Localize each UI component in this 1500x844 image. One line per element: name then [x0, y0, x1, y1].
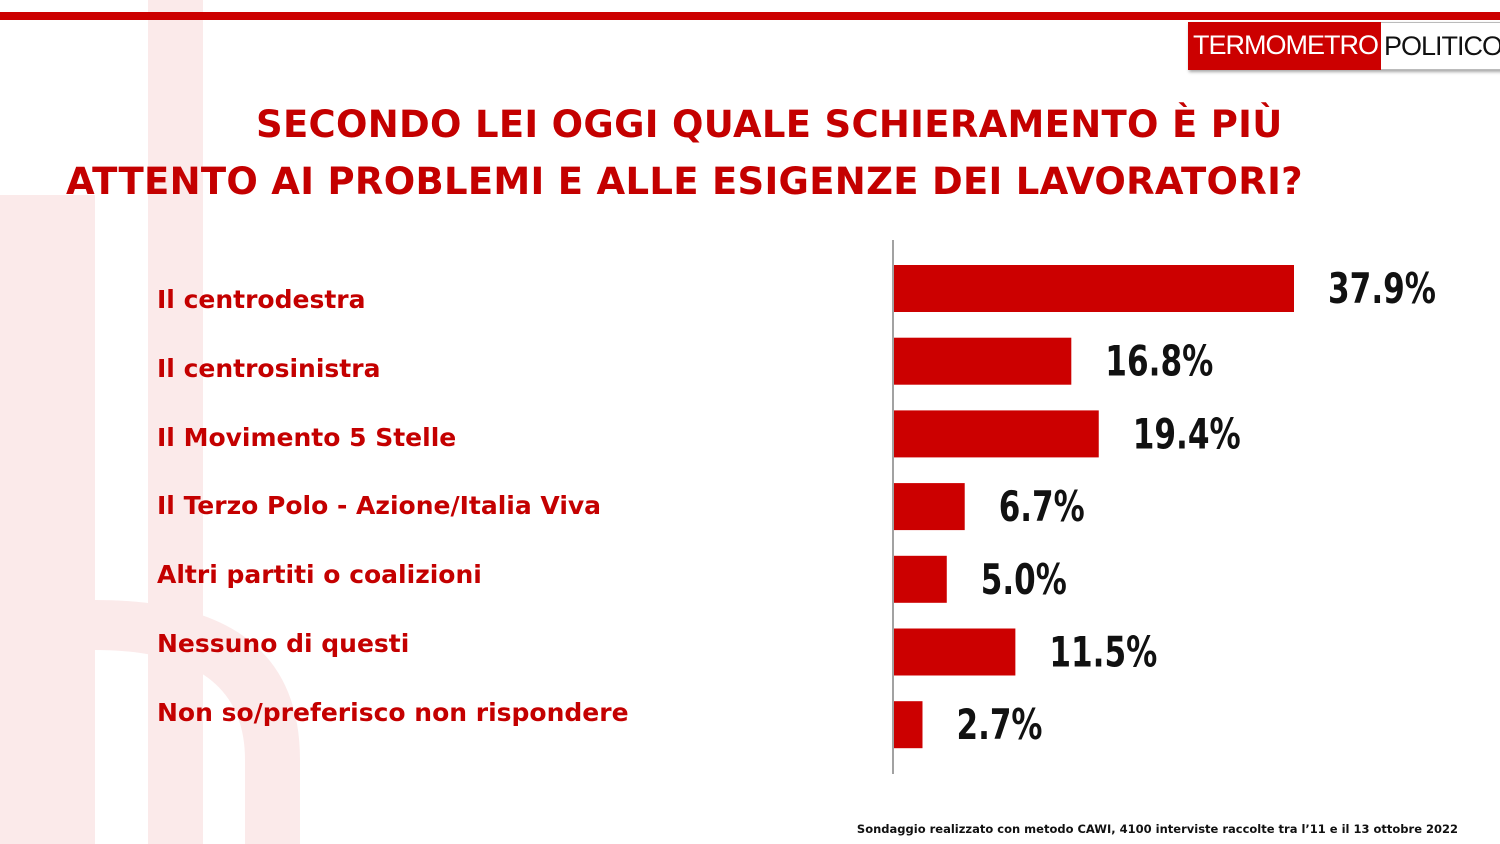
value-label-3: 6.7%: [999, 482, 1085, 531]
category-label-non-so: Non so/preferisco non rispondere: [157, 698, 629, 727]
category-label-terzo-polo: Il Terzo Polo - Azione/Italia Viva: [157, 491, 602, 520]
bar-0: [894, 265, 1294, 312]
category-label-altri-partiti: Altri partiti o coalizioni: [157, 560, 482, 589]
category-label-centrosinistra: Il centrosinistra: [157, 354, 381, 383]
value-label-4: 5.0%: [981, 555, 1067, 604]
bar-5: [894, 628, 1016, 676]
termometro-politico-logo: TERMOMETRO POLITICO: [1188, 22, 1500, 70]
value-label-0: 37.9%: [1328, 264, 1436, 313]
bar-2: [894, 410, 1099, 458]
top-accent-bar: [0, 12, 1500, 20]
footnote: Sondaggio realizzato con metodo CAWI, 41…: [856, 822, 1458, 836]
bar-1: [894, 337, 1072, 385]
category-label-movimento-5-stelle: Il Movimento 5 Stelle: [157, 423, 457, 452]
value-label-6: 2.7%: [956, 700, 1042, 749]
logo-part-politico: POLITICO: [1381, 22, 1500, 70]
category-label-nessuno: Nessuno di questi: [157, 629, 410, 658]
chart-title: SECONDO LEI OGGI QUALE SCHIERAMENTO È PI…: [40, 96, 1460, 210]
logo-part-termometro: TERMOMETRO: [1188, 22, 1381, 70]
bar-6: [894, 701, 923, 749]
chart-title-line-2: ATTENTO AI PROBLEMI E ALLE ESIGENZE DEI …: [66, 160, 1303, 203]
category-label-centrodestra: Il centrodestra: [157, 285, 366, 314]
bar-3: [894, 483, 965, 531]
value-label-2: 19.4%: [1133, 409, 1241, 458]
value-label-1: 16.8%: [1105, 337, 1213, 386]
chart-title-line-1: SECONDO LEI OGGI QUALE SCHIERAMENTO È PI…: [256, 103, 1283, 146]
value-label-5: 11.5%: [1049, 628, 1157, 677]
bar-4: [894, 555, 947, 603]
